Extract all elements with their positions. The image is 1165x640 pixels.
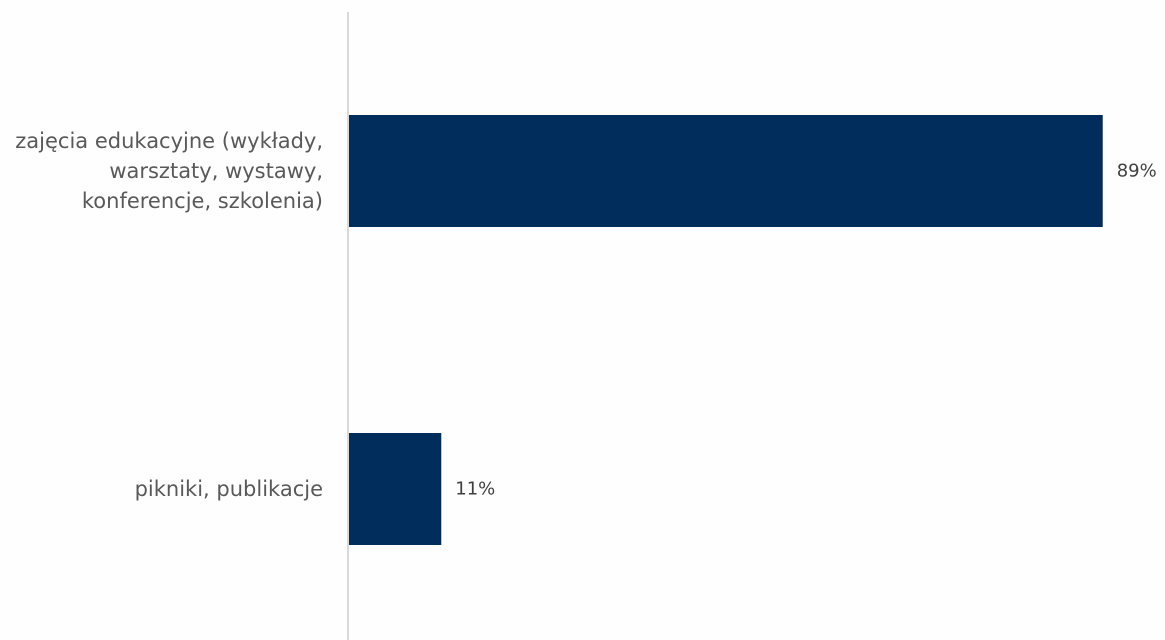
category-label-line: warsztaty, wystawy, xyxy=(109,159,323,183)
category-label-line: pikniki, publikacje xyxy=(135,477,323,501)
category-label-line: zajęcia edukacyjne (wykłady, xyxy=(15,129,323,153)
data-label-1: 11% xyxy=(455,479,495,500)
category-label-0: zajęcia edukacyjne (wykłady, warsztaty, w… xyxy=(15,129,323,213)
data-label-0: 89% xyxy=(1117,161,1157,182)
category-label-1: pikniki, publikacje xyxy=(135,477,323,501)
bar-0 xyxy=(349,115,1103,227)
bar-1 xyxy=(349,433,442,545)
category-label-line: konferencje, szkolenia) xyxy=(82,189,323,213)
